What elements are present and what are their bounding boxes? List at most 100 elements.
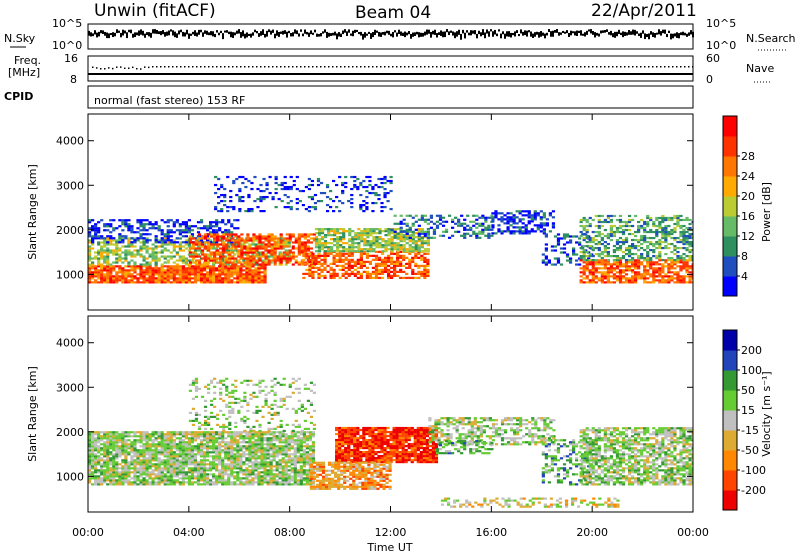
echo-cell [327,230,330,232]
echo-cell [405,257,408,259]
echo-cell [540,216,543,218]
echo-cell [631,275,634,277]
echo-cell [354,250,357,252]
echo-cell [149,481,152,483]
echo-cell [142,227,145,229]
echo-cell [391,246,394,248]
echo-cell [142,447,145,449]
echo-cell [251,277,254,279]
echo-cell [595,269,598,271]
echo-cell [231,255,234,257]
noise-sample [576,31,578,36]
echo-cell [685,237,688,239]
freq-unit-label: [MHz] [8,66,40,79]
echo-cell [106,433,109,435]
echo-cell [274,247,277,249]
echo-cell [215,229,218,231]
echo-cell [622,241,625,243]
echo-cell [106,477,109,479]
echo-cell [115,455,118,457]
echo-cell [685,271,688,273]
echo-cell [664,227,667,229]
echo-cell [478,233,481,235]
echo-cell [155,261,158,263]
echo-cell [643,241,646,243]
echo-cell [173,279,176,281]
echo-cell [682,237,685,239]
echo-cell [393,269,396,271]
echo-cell [661,247,664,249]
nave-sample [560,66,562,68]
echo-cell [287,186,290,188]
echo-cell [182,275,185,277]
echo-cell [670,243,673,245]
echo-cell [569,261,572,263]
nave-sample [96,67,98,69]
echo-cell [228,251,231,253]
echo-cell [604,221,607,223]
echo-cell [375,269,378,271]
echo-cell [311,267,314,269]
echo-cell [652,251,655,253]
echo-cell [658,279,661,281]
echo-cell [130,267,133,269]
echo-cell [167,433,170,435]
echo-cell [161,263,164,265]
echo-cell [259,198,262,200]
echo-cell [237,235,240,237]
echo-cell [583,233,586,235]
echo-cell [377,194,380,196]
echo-cell [397,237,400,239]
noise-sample [550,31,552,37]
echo-cell [179,279,182,281]
noise-sample [264,34,266,38]
echo-cell [136,239,139,241]
echo-cell [448,215,451,217]
nave-sample [644,66,646,68]
echo-cell [531,214,534,216]
echo-cell [619,247,622,249]
echo-cell [308,261,311,263]
echo-cell [381,263,384,265]
noise-sample [188,33,190,38]
echo-cell [685,241,688,243]
echo-cell [484,217,487,219]
echo-cell [679,275,682,277]
echo-cell [158,251,161,253]
noise-sample [256,31,258,33]
echo-cell [402,257,405,259]
echo-cell [670,229,673,231]
echo-cell [188,275,191,277]
echo-cell [103,477,106,479]
echo-cell [402,259,405,261]
echo-cell [631,281,634,283]
noise-sample [570,31,572,36]
echo-cell [394,231,397,233]
echo-cell [424,235,427,237]
echo-cell [400,246,403,248]
echo-cell [173,483,176,485]
echo-cell [400,240,403,242]
echo-cell [170,241,173,243]
echo-cell [463,235,466,237]
echo-cell [145,445,148,447]
echo-cell [263,281,266,283]
echo-cell [236,227,239,229]
echo-cell [430,227,433,229]
echo-cell [152,483,155,485]
echo-cell [369,246,372,248]
noise-sample [348,29,350,32]
echo-cell [436,221,439,223]
echo-cell [652,237,655,239]
echo-cell [324,244,327,246]
echo-cell [145,267,148,269]
echo-cell [103,449,106,451]
echo-cell [423,275,426,277]
echo-cell [360,253,363,255]
echo-cell [372,236,375,238]
echo-cell [214,184,217,186]
echo-cell [682,231,685,233]
echo-cell [357,277,360,279]
echo-cell [109,225,112,227]
echo-cell [528,216,531,218]
